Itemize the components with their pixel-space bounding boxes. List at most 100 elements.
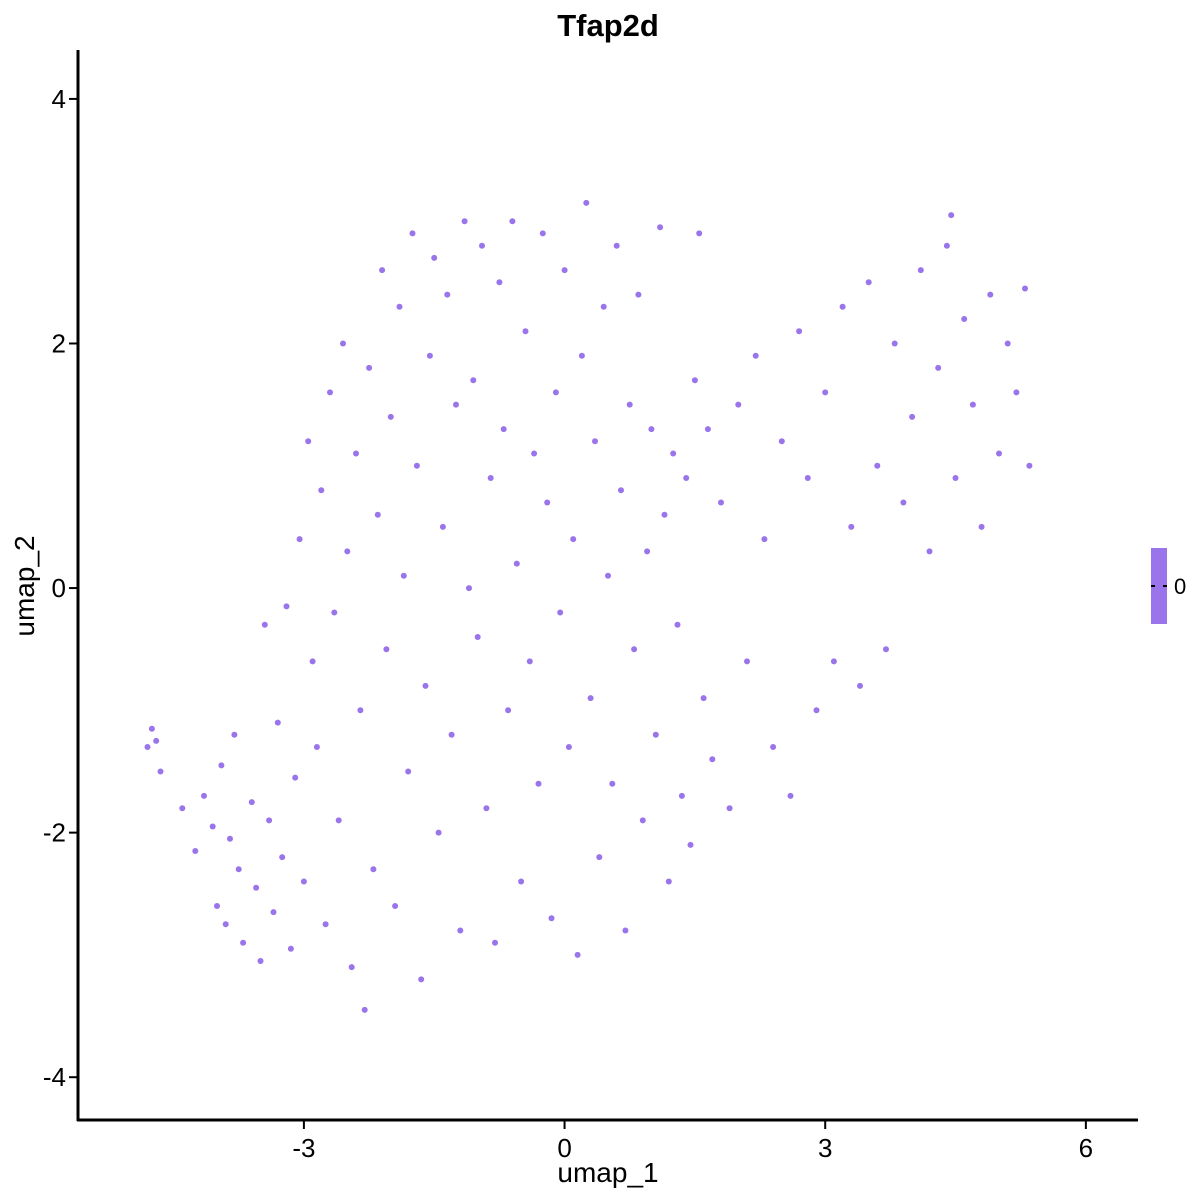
data-point (961, 316, 968, 322)
data-point (287, 945, 294, 952)
data-point (413, 462, 420, 469)
data-point (248, 799, 255, 806)
data-point (418, 976, 425, 983)
data-point (648, 426, 655, 433)
data-point (657, 224, 664, 231)
data-point (548, 915, 555, 922)
data-point (148, 725, 155, 732)
x-axis-title: umap_1 (557, 1157, 658, 1188)
data-point (500, 426, 507, 433)
data-point (335, 817, 342, 824)
data-point (865, 279, 872, 286)
data-point (144, 744, 151, 750)
data-point (487, 475, 494, 481)
data-point (240, 939, 247, 946)
data-point (348, 964, 355, 971)
data-point (696, 230, 703, 237)
data-point (535, 780, 542, 787)
data-point (848, 523, 855, 530)
data-point (157, 768, 164, 775)
y-tick-label: 2 (52, 328, 66, 358)
data-point (744, 658, 750, 665)
data-point (466, 585, 472, 592)
x-tick-label: 3 (818, 1133, 832, 1163)
data-point (153, 737, 160, 744)
data-point (813, 707, 820, 714)
data-point (600, 303, 607, 310)
y-axis-title: umap_2 (9, 535, 40, 636)
data-point (461, 218, 468, 225)
data-point (700, 695, 707, 702)
data-point (796, 328, 803, 335)
data-point (283, 603, 290, 610)
data-point (387, 413, 394, 420)
data-point (222, 921, 229, 928)
data-point (448, 731, 455, 738)
data-point (392, 903, 399, 909)
data-point (305, 438, 312, 445)
data-point (726, 805, 733, 812)
data-point (857, 682, 863, 689)
data-point (948, 212, 955, 219)
data-point (583, 199, 590, 206)
data-point (926, 548, 933, 555)
data-point (261, 621, 268, 628)
data-point (592, 438, 598, 445)
data-point (596, 854, 603, 861)
x-tick-label: 0 (557, 1133, 571, 1163)
data-point (652, 731, 659, 738)
y-tick-label: -2 (43, 818, 66, 848)
data-point (218, 762, 225, 769)
data-point (787, 792, 794, 799)
data-point (479, 242, 485, 249)
data-point (453, 401, 459, 408)
data-point (270, 909, 277, 916)
data-point (1013, 389, 1020, 396)
y-axis-ticks: -4 -2 0 2 4 (43, 84, 78, 1092)
data-point (266, 817, 273, 824)
data-point (622, 927, 629, 934)
data-point (874, 462, 881, 469)
data-point (900, 499, 907, 506)
data-point (422, 682, 429, 689)
data-point (522, 328, 529, 335)
data-point (609, 780, 616, 787)
data-point (969, 401, 976, 408)
data-point (557, 609, 564, 616)
data-point (574, 951, 581, 958)
data-point (313, 744, 320, 750)
data-point (296, 536, 303, 543)
data-point (544, 499, 551, 506)
data-point (891, 340, 898, 347)
data-point (605, 572, 611, 579)
data-point (665, 878, 672, 885)
data-point (718, 499, 724, 506)
data-point (396, 303, 403, 310)
data-point (565, 744, 572, 750)
data-point (683, 475, 690, 481)
data-point (770, 744, 777, 750)
data-point (626, 401, 633, 408)
chart-title: Tfap2d (557, 8, 659, 43)
data-point (909, 413, 916, 420)
data-point (405, 768, 412, 775)
data-point (761, 536, 768, 543)
data-point (570, 536, 577, 543)
data-point (318, 487, 325, 494)
data-point (383, 646, 390, 653)
data-point (552, 389, 559, 396)
data-point (327, 389, 333, 396)
data-point (353, 450, 359, 457)
data-point (435, 829, 442, 836)
data-point (292, 774, 299, 781)
data-point (631, 646, 638, 653)
data-point (344, 548, 351, 555)
data-point (235, 866, 242, 873)
data-point (370, 866, 377, 873)
data-point (357, 707, 364, 714)
data-point (209, 823, 216, 830)
data-point (952, 475, 959, 481)
data-point (1026, 462, 1033, 469)
data-point (231, 731, 238, 738)
